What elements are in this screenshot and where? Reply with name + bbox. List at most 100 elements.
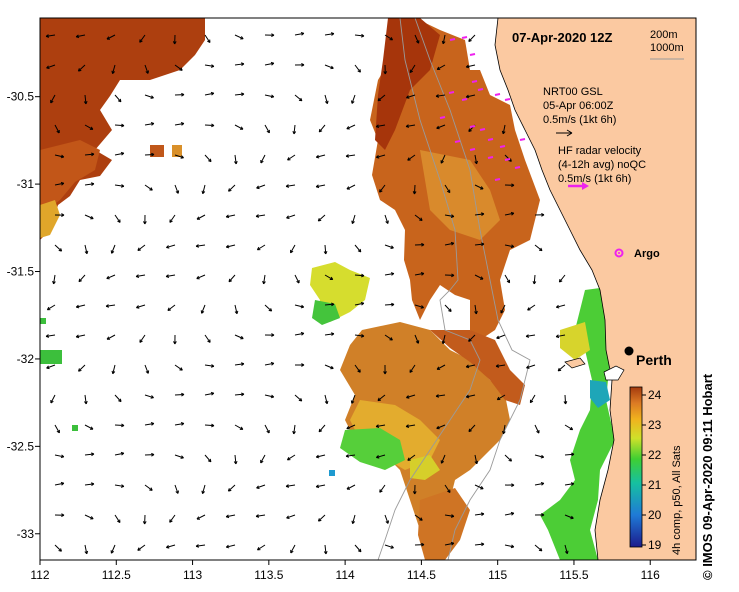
velocity-arrow [346,154,356,157]
velocity-arrow [166,544,176,548]
radar-arrow [494,178,501,181]
velocity-arrow [409,64,416,73]
velocity-arrow-head [385,520,390,524]
velocity-arrow [414,304,424,309]
velocity-arrow-head [89,126,94,130]
velocity-arrow [290,244,296,254]
velocity-arrow [112,364,116,374]
velocity-arrow [474,243,484,246]
velocity-arrow [290,544,296,554]
velocity-arrow-head [360,33,365,38]
velocity-arrow [526,364,536,369]
velocity-arrow-head [389,37,394,41]
velocity-arrow [166,274,176,278]
velocity-arrow [497,394,506,401]
velocity-arrow [234,63,244,66]
x-tick-label: 112.5 [102,568,131,582]
velocity-arrow-head [169,219,173,223]
radar-scale-arrow [568,182,589,190]
velocity-arrow-head [409,69,414,74]
velocity-arrow [78,364,86,372]
velocity-arrow [287,154,296,161]
velocity-arrow-head [474,460,479,465]
velocity-arrow [534,244,543,252]
velocity-arrow [436,124,446,129]
velocity-arrow [84,124,94,130]
velocity-arrow-head [75,34,80,39]
velocity-arrow [144,422,154,426]
colorbar-tick-label: 24 [648,388,662,402]
velocity-arrow-head [50,399,54,404]
velocity-arrow-head [375,124,380,129]
velocity-arrow-head [181,392,185,397]
radar-scale-label: 0.5m/s (1kt 6h) [558,173,631,185]
velocity-arrow [114,424,125,427]
velocity-arrow-head [360,301,365,306]
velocity-arrow [174,484,179,494]
velocity-arrow-head [480,242,485,247]
velocity-arrow-head [175,490,179,494]
velocity-arrow-head [415,340,420,344]
velocity-arrow [354,364,361,373]
velocity-arrow [324,274,334,280]
radar-arrow [504,158,511,161]
velocity-arrow [46,334,56,337]
velocity-arrow [414,514,423,521]
velocity-arrow [264,394,274,398]
velocity-arrow-head [262,280,266,285]
velocity-arrow [316,484,326,488]
velocity-arrow [204,392,214,396]
velocity-arrow-head [270,394,275,399]
velocity-arrow-head [139,39,143,43]
velocity-arrow [264,124,270,134]
velocity-arrow-head [435,394,440,398]
velocity-arrow-head [315,154,320,159]
velocity-arrow [504,274,510,284]
velocity-arrow [260,154,266,164]
velocity-arrow-head [357,248,362,253]
velocity-arrow [54,544,62,552]
model-time: 05-Apr 06:00Z [543,100,614,112]
velocity-arrow-head [420,271,425,276]
velocity-arrow-head [526,365,530,369]
velocity-arrow-head [266,129,270,134]
velocity-arrow [46,64,56,69]
velocity-arrow-head [179,67,183,71]
velocity-arrow-head [500,310,504,314]
velocity-arrow [286,484,296,487]
perth-marker[interactable] [624,346,634,356]
velocity-arrow [294,394,303,402]
velocity-arrow [559,274,566,283]
velocity-arrow-head [391,302,395,307]
velocity-arrow-head [166,245,170,249]
velocity-arrow [534,482,544,486]
velocity-arrow-head [84,250,89,255]
radar-arrow [454,140,461,143]
velocity-arrow-head [75,304,80,309]
velocity-arrow-head [233,460,238,465]
velocity-arrow [564,514,574,519]
velocity-arrow [78,274,86,283]
velocity-arrow-head [117,519,121,523]
velocity-arrow [112,64,116,74]
velocity-arrow-head [136,305,140,309]
model-velocity-arrows [45,31,575,555]
velocity-arrow [136,304,146,309]
velocity-arrow-head [211,123,215,128]
velocity-arrow [318,124,326,133]
velocity-arrow-head [228,188,232,192]
velocity-arrow [352,514,356,524]
argo-marker[interactable] [614,248,624,258]
velocity-arrow-head [390,545,394,549]
velocity-arrow [46,364,56,369]
velocity-arrow-head [83,100,88,105]
velocity-arrow [564,394,567,405]
velocity-arrow-head [90,452,95,457]
velocity-arrow [414,272,424,276]
velocity-arrow-head [570,515,574,520]
velocity-arrow-head [77,68,82,72]
velocity-arrow [556,304,566,308]
velocity-arrow-head [56,129,60,134]
velocity-arrow-head [268,308,273,312]
